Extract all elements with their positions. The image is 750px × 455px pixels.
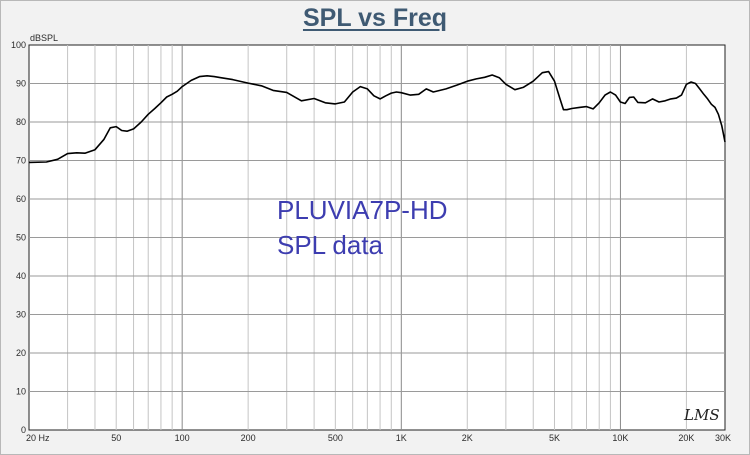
x-tick-label: 2K bbox=[462, 433, 473, 443]
y-tick-label: 100 bbox=[11, 40, 26, 50]
y-tick-label: 40 bbox=[16, 271, 26, 281]
x-tick-label: 20K bbox=[678, 433, 694, 443]
y-tick-label: 90 bbox=[16, 79, 26, 89]
y-tick-label: 0 bbox=[21, 425, 26, 435]
x-tick-label: 5K bbox=[549, 433, 560, 443]
x-tick-label: 1K bbox=[396, 433, 407, 443]
y-tick-label: 30 bbox=[16, 310, 26, 320]
y-tick-label: 10 bbox=[16, 387, 26, 397]
annotation-line-2: SPL data bbox=[277, 230, 384, 260]
chart-title: SPL vs Freq bbox=[302, 4, 448, 32]
x-tick-label: 20 Hz bbox=[26, 433, 50, 443]
x-tick-label: 30K bbox=[715, 433, 731, 443]
y-tick-label: 20 bbox=[16, 348, 26, 358]
lms-logo: LMS bbox=[683, 406, 720, 424]
x-tick-label: 10K bbox=[612, 433, 628, 443]
spl-series-line bbox=[28, 70, 726, 164]
x-tick-label: 100 bbox=[175, 433, 190, 443]
y-tick-label: 60 bbox=[16, 194, 26, 204]
y-tick-label: 70 bbox=[16, 156, 26, 166]
x-tick-label: 500 bbox=[328, 433, 343, 443]
x-tick-label: 200 bbox=[241, 433, 256, 443]
y-axis-label: dBSPL bbox=[30, 33, 58, 43]
annotation-line-1: PLUVIA7P-HD bbox=[277, 195, 448, 225]
y-tick-label: 80 bbox=[16, 117, 26, 127]
y-tick-label: 50 bbox=[16, 233, 26, 243]
x-tick-label: 50 bbox=[111, 433, 121, 443]
